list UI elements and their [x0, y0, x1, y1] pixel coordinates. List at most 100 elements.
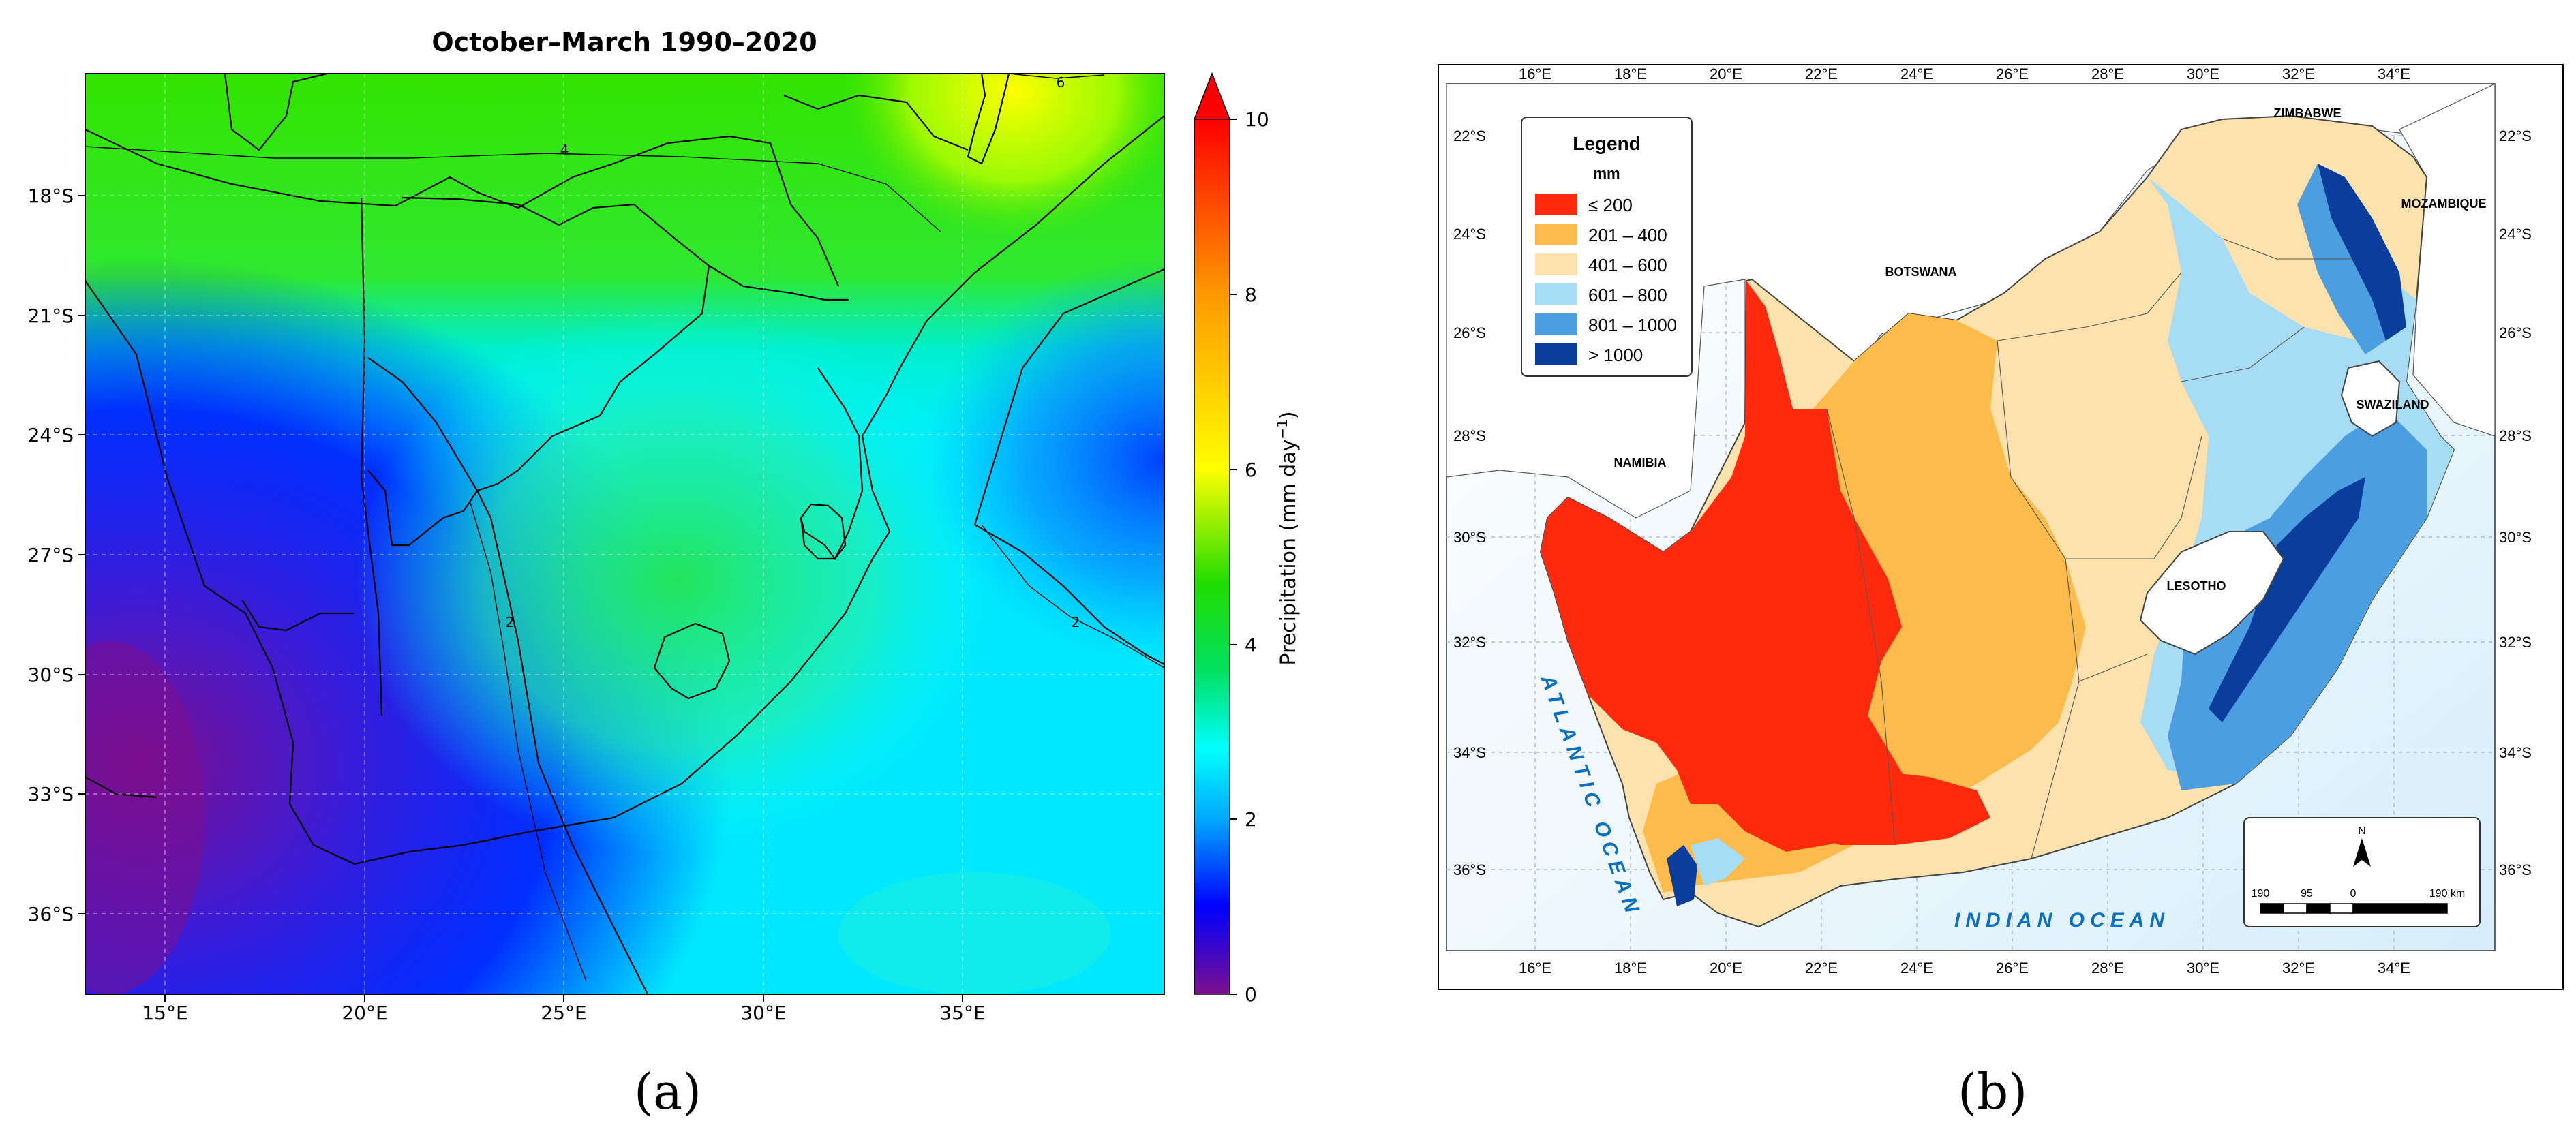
- label-lesotho: LESOTHO: [2166, 579, 2226, 593]
- legend-item: 601 – 800: [1535, 283, 1667, 305]
- y-tick-label: 24°S: [28, 424, 74, 446]
- rainfall-zone-601-800-cape: [1691, 838, 1745, 886]
- scale-label: 95: [2301, 888, 2313, 899]
- legend-swatch: [1535, 194, 1577, 215]
- precipitation-field: 6 4 2 2: [85, 74, 1164, 994]
- legend-unit: mm: [1593, 165, 1620, 182]
- y-tick-label: 30°S: [28, 664, 74, 686]
- north-label: N: [2358, 825, 2366, 837]
- panel-b: 16°E 18°E 20°E 22°E 24°E 26°E 28°E 30°E …: [1438, 64, 2564, 990]
- scale-label: 190 km: [2429, 888, 2465, 899]
- contour-label-2-east: 2: [1072, 614, 1080, 630]
- label-namibia: NAMIBIA: [1614, 456, 1667, 470]
- y-tick-label: 21°S: [28, 305, 74, 327]
- legend-item: 801 – 1000: [1535, 313, 1677, 335]
- rainfall-zone-gt-1000-escarpment: [2318, 164, 2406, 341]
- colorbar-tick: 0: [1245, 983, 1257, 1006]
- lat-tick: 36°S: [1453, 861, 1486, 878]
- lat-tick: 32°S: [1453, 634, 1486, 651]
- north-arrow-icon: [2353, 838, 2371, 867]
- contour-label-6: 6: [1057, 74, 1065, 91]
- panel-b-x-ticks-top: 16°E 18°E 20°E 22°E 24°E 26°E 28°E 30°E …: [1519, 65, 2410, 82]
- lon-tick: 26°E: [1996, 65, 2029, 82]
- legend-swatch: [1535, 283, 1577, 305]
- x-tick-label: 20°E: [342, 1002, 387, 1024]
- colorbar-label: Precipitation (mm day−1): [1274, 411, 1301, 665]
- lat-tick: 30°S: [1453, 529, 1486, 546]
- rainfall-zone-gt-1000: [2209, 477, 2365, 722]
- x-tick-label: 25°E: [541, 1002, 586, 1024]
- lon-tick: 24°E: [1900, 959, 1933, 976]
- lat-tick: 36°S: [2499, 861, 2532, 878]
- lat-tick: 30°S: [2499, 529, 2532, 546]
- label-botswana: BOTSWANA: [1885, 265, 1957, 279]
- lat-tick: 34°S: [1453, 744, 1486, 761]
- colorbar-tick: 6: [1245, 459, 1257, 481]
- lon-tick: 34°E: [2378, 959, 2410, 976]
- lon-tick: 18°E: [1614, 959, 1647, 976]
- lat-tick: 26°S: [1453, 324, 1486, 341]
- scale-bar: [2260, 903, 2448, 914]
- lon-tick: 32°E: [2282, 959, 2315, 976]
- colorbar: 0 2 4 6 8 10 Precipitation (mm day−1): [1193, 72, 1301, 1006]
- lon-tick: 20°E: [1710, 65, 1742, 82]
- legend-item: ≤ 200: [1535, 194, 1633, 215]
- colorbar-tick: 2: [1245, 808, 1257, 831]
- panel-b-y-ticks-right: 22°S 24°S 26°S 28°S 30°S 32°S 34°S 36°S: [2499, 127, 2532, 878]
- colorbar-tick: 4: [1245, 634, 1257, 656]
- panel-b-caption: (b): [1958, 1063, 2028, 1120]
- lat-tick: 22°S: [2499, 127, 2532, 144]
- provincial-borders: [1826, 238, 2352, 859]
- legend-swatch: [1535, 313, 1577, 335]
- panel-a-y-axis: 18°S 21°S 24°S 27°S 30°S 33°S 36°S: [28, 185, 85, 925]
- lon-tick: 18°E: [1614, 65, 1647, 82]
- lon-tick: 16°E: [1519, 959, 1551, 976]
- lat-tick: 22°S: [1453, 127, 1486, 144]
- lat-tick: 26°S: [2499, 324, 2532, 341]
- rainfall-zone-le-200: [1541, 281, 1909, 852]
- y-tick-label: 27°S: [28, 544, 74, 566]
- scale-bar-box: N 190 95 0 190 km: [2243, 817, 2481, 927]
- lon-tick: 22°E: [1805, 65, 1838, 82]
- panel-b-y-ticks-left: 22°S 24°S 26°S 28°S 30°S 32°S 34°S 36°S: [1453, 127, 1486, 878]
- lat-tick: 28°S: [1453, 427, 1486, 444]
- legend-item: > 1000: [1535, 343, 1643, 365]
- place-labels: ZIMBABWE MOZAMBIQUE BOTSWANA NAMIBIA SWA…: [1614, 106, 2487, 593]
- y-tick-label: 18°S: [28, 185, 74, 207]
- label-swaziland: SWAZILAND: [2357, 398, 2429, 412]
- lat-tick: 24°S: [1453, 226, 1486, 243]
- panel-a-frame: [85, 73, 1165, 995]
- panel-a-caption: (a): [634, 1063, 702, 1120]
- south-africa-rainfall-map: [1539, 114, 2455, 928]
- lon-tick: 20°E: [1710, 959, 1742, 976]
- x-tick-label: 35°E: [939, 1002, 985, 1024]
- contour-label-2-west: 2: [506, 614, 515, 630]
- legend-label: ≤ 200: [1588, 195, 1633, 215]
- legend-swatch: [1535, 253, 1577, 275]
- scale-label: 190: [2252, 888, 2270, 899]
- lat-tick: 32°S: [2499, 634, 2532, 651]
- label-indian-ocean: INDIAN OCEAN: [1954, 909, 2170, 932]
- lon-tick: 34°E: [2378, 65, 2410, 82]
- legend-label: 801 – 1000: [1588, 315, 1677, 335]
- lon-tick: 26°E: [1996, 959, 2029, 976]
- rainfall-zone-gt-1000-cape: [1667, 845, 1697, 906]
- y-tick-label: 33°S: [28, 783, 74, 805]
- legend-item: 401 – 600: [1535, 253, 1667, 275]
- panel-b-x-ticks-bottom: 16°E 18°E 20°E 22°E 24°E 26°E 28°E 30°E …: [1519, 959, 2410, 976]
- lat-tick: 28°S: [2499, 427, 2532, 444]
- legend-title: Legend: [1573, 133, 1641, 154]
- x-tick-label: 15°E: [142, 1002, 187, 1024]
- lon-tick: 28°E: [2091, 959, 2124, 976]
- colorbar-extend-arrow: [1193, 72, 1231, 120]
- lon-tick: 22°E: [1805, 959, 1838, 976]
- lon-tick: 28°E: [2091, 65, 2124, 82]
- lon-tick: 24°E: [1900, 65, 1933, 82]
- legend-label: 201 – 400: [1588, 225, 1667, 245]
- panel-a-title: October–March 1990–2020: [431, 27, 817, 57]
- lon-tick: 32°E: [2282, 65, 2315, 82]
- map-legend: Legend mm ≤ 200 201 – 400 401 – 600 601 …: [1521, 117, 1693, 377]
- scale-label: 0: [2350, 888, 2357, 899]
- x-tick-label: 30°E: [740, 1002, 786, 1024]
